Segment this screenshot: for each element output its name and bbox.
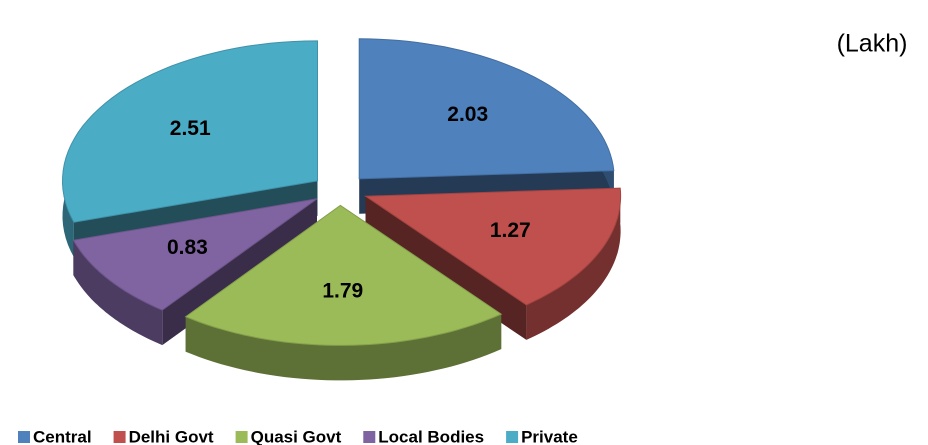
- legend-label: Quasi Govt: [251, 427, 342, 445]
- pie-slice: [184, 204, 503, 381]
- slice-wall: [185, 314, 502, 381]
- value-label: 2.03: [447, 103, 488, 126]
- value-label: 0.83: [167, 236, 208, 259]
- slice-wall: [526, 188, 621, 340]
- legend-swatch: [113, 431, 126, 443]
- slice-top: [72, 198, 318, 311]
- pie-slice: [358, 38, 615, 214]
- slice-top: [358, 38, 615, 180]
- legend-swatch: [235, 431, 248, 443]
- legend-swatch: [363, 431, 376, 443]
- unit-label: (Lakh): [837, 30, 908, 58]
- value-label: 1.27: [490, 219, 531, 242]
- slice-top: [61, 40, 318, 223]
- legend-label: Private: [521, 427, 578, 445]
- slice-wall: [73, 240, 163, 346]
- value-label: 2.51: [170, 117, 211, 140]
- legend-label: Local Bodies: [378, 427, 484, 445]
- legend-swatch: [18, 431, 30, 443]
- slice-top: [364, 187, 622, 306]
- value-label: 1.79: [322, 280, 363, 303]
- slice-top: [184, 204, 503, 346]
- legend-label: Central: [33, 427, 92, 445]
- legend-label: Delhi Govt: [129, 427, 214, 445]
- legend-swatch: [506, 431, 519, 443]
